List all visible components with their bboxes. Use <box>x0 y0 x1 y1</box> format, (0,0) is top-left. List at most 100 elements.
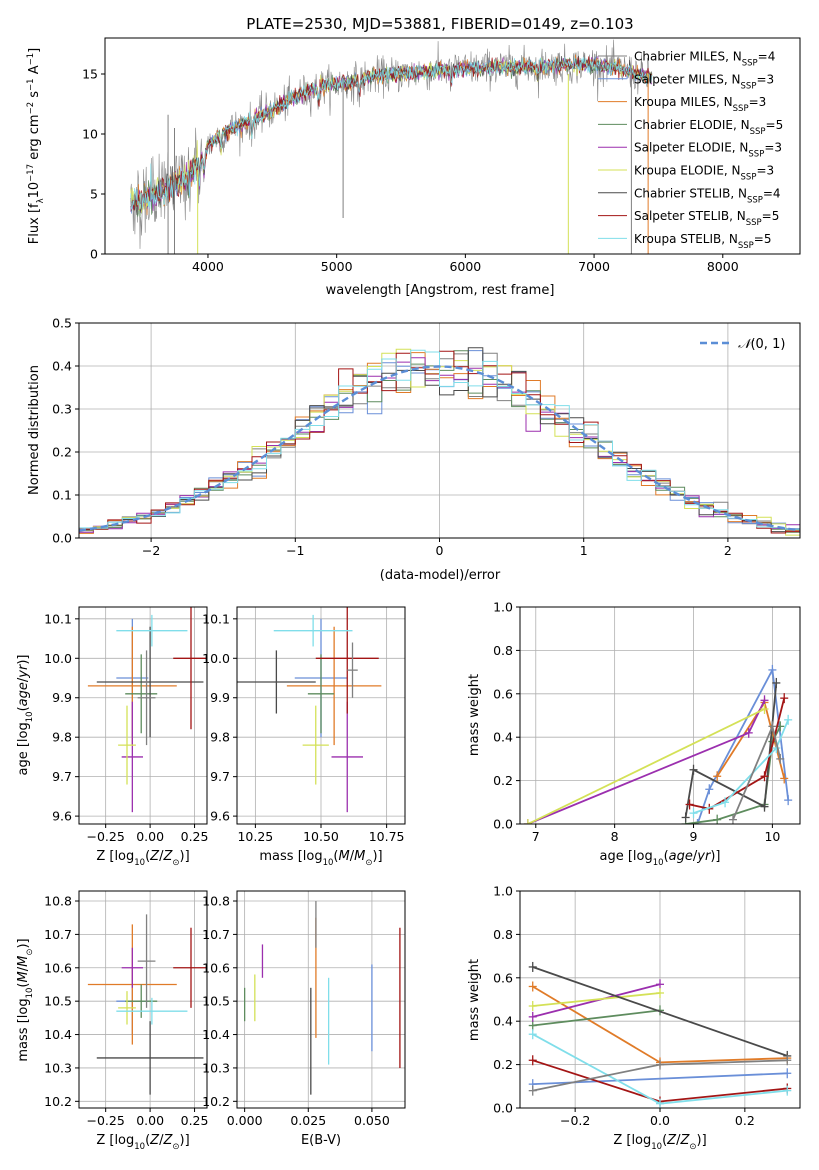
weight-line <box>527 708 765 824</box>
y-tick-label: 10.5 <box>202 994 230 1009</box>
legend-label: Salpeter ELODIE, NSSP=3 <box>634 141 782 160</box>
y-tick-label: 0.2 <box>493 773 513 788</box>
x-axis-label: (data-model)/error <box>380 568 501 583</box>
x-axis-label: Z [log10(Z/Z⊙)] <box>613 1133 706 1152</box>
x-tick-label: −0.25 <box>87 1113 125 1128</box>
y-tick-label: 0.6 <box>493 970 513 985</box>
mass-vs-EBV-plot <box>243 901 401 1095</box>
y-tick-label: 15 <box>82 67 98 82</box>
x-tick-label: 7000 <box>578 259 610 274</box>
x-axis-label: Z [log10(Z/Z⊙)] <box>96 849 189 868</box>
mass-vs-EBV-axes: 0.000 0.025 0.050 10.2 10.3 10.4 10.5 10.6 10.7 1… <box>202 890 406 1148</box>
residuals-plot <box>79 347 800 538</box>
spectrum-line <box>130 56 653 213</box>
legend-label: Kroupa MILES, NSSP=3 <box>634 95 766 114</box>
weight-vs-Z-plot <box>528 961 792 1108</box>
y-tick-label: 0.6 <box>493 686 513 701</box>
weight-line <box>532 992 661 1007</box>
x-tick-label: 5000 <box>321 259 353 274</box>
x-tick-label: 10.25 <box>237 829 273 844</box>
y-tick-label: 10 <box>82 127 98 142</box>
y-tick-label: 10.8 <box>44 894 72 909</box>
x-tick-label: 0 <box>436 543 444 558</box>
y-tick-label: 10.2 <box>202 1094 230 1109</box>
spectrum-line <box>130 56 653 211</box>
x-tick-label: 7 <box>532 829 540 844</box>
y-tick-label: 10.1 <box>44 611 72 626</box>
mass-vs-Z-plot <box>87 914 207 1095</box>
y-tick-label: 10.2 <box>44 1094 72 1109</box>
x-tick-label: 0.25 <box>181 829 209 844</box>
axes-frame <box>78 890 208 1109</box>
y-tick-label: 9.7 <box>210 769 230 784</box>
y-tick-label: 10.5 <box>44 994 72 1009</box>
x-axis-label: E(B-V) <box>301 1133 341 1148</box>
legend-label: Chabrier STELIB, NSSP=4 <box>634 186 781 205</box>
x-axis-label: wavelength [Angstrom, rest frame] <box>326 283 555 298</box>
legend-label: Chabrier ELODIE, NSSP=5 <box>634 118 783 137</box>
weight-line <box>532 966 788 1057</box>
axes-frame <box>78 606 208 825</box>
weight-line <box>532 1009 661 1027</box>
spectrum-axes: 4000 5000 6000 7000 8000 0 5 10 15 wavelength [An… <box>26 37 801 298</box>
legend: Chabrier MILES, NSSP=4 Salpeter MILES, NS… <box>598 50 783 251</box>
y-tick-label: 10.0 <box>202 651 230 666</box>
spectrum-line <box>130 57 653 213</box>
y-tick-label: 10.1 <box>202 611 230 626</box>
y-tick-label: 1.0 <box>493 884 513 899</box>
y-tick-label: 0 <box>90 247 98 262</box>
y-tick-label: 0.8 <box>493 927 513 942</box>
x-tick-label: −1 <box>286 543 304 558</box>
legend-label: Chabrier MILES, NSSP=4 <box>634 50 775 69</box>
x-tick-label: 0.0 <box>650 1113 670 1128</box>
spectrum-line <box>130 57 653 210</box>
y-axis-label: mass weight <box>467 959 482 1041</box>
y-tick-label: 9.8 <box>210 730 230 745</box>
y-tick-label: 9.6 <box>210 809 230 824</box>
spectrum-plot <box>130 39 653 254</box>
y-tick-label: 0.0 <box>493 1101 513 1116</box>
x-axis-label: Z [log10(Z/Z⊙)] <box>96 1133 189 1152</box>
x-tick-label: 10.50 <box>303 829 339 844</box>
y-tick-label: 10.7 <box>44 927 72 942</box>
normal-curve <box>79 365 800 532</box>
mass-vs-Z-axes: −0.25 0.00 0.25 10.2 10.3 10.4 10.5 10.6 10.7 10.… <box>16 890 209 1152</box>
y-tick-label: 10.6 <box>44 960 72 975</box>
x-tick-label: 0.00 <box>136 1113 164 1128</box>
y-tick-label: 10.6 <box>202 960 230 975</box>
y-tick-label: 0.4 <box>493 730 513 745</box>
legend-label: 𝒩(0, 1) <box>738 337 785 352</box>
x-tick-label: 6000 <box>449 259 481 274</box>
x-tick-label: 0.025 <box>290 1113 326 1128</box>
legend-label: Kroupa ELODIE, NSSP=3 <box>634 164 774 183</box>
y-tick-label: 0.5 <box>52 316 72 331</box>
x-tick-label: 0.25 <box>181 1113 209 1128</box>
age-vs-mass-axes: 10.25 10.50 10.75 9.6 9.7 9.8 9.9 10.0 10.1 mass … <box>202 606 406 868</box>
legend-label: Salpeter MILES, NSSP=3 <box>634 72 774 91</box>
y-axis-label: mass [log10(M/M⊙)] <box>16 938 35 1061</box>
y-tick-label: 10.4 <box>202 1027 230 1042</box>
y-tick-label: 0.3 <box>52 402 72 417</box>
axes-frame <box>104 37 801 255</box>
y-tick-label: 0.8 <box>493 643 513 658</box>
y-tick-label: 9.8 <box>52 730 72 745</box>
weight-line <box>527 699 766 824</box>
spectrum-line <box>130 55 653 216</box>
x-axis-label: mass [log10(M/M⊙)] <box>259 849 382 868</box>
y-axis-label: Flux [fλ10−17 erg cm−2 s−1 A−1] <box>26 48 46 244</box>
legend-label: Kroupa STELIB, NSSP=5 <box>634 232 772 251</box>
x-tick-label: 0.050 <box>354 1113 390 1128</box>
x-tick-label: 0.00 <box>136 829 164 844</box>
y-tick-label: 9.7 <box>52 769 72 784</box>
figure-title: PLATE=2530, MJD=53881, FIBERID=0149, z=0… <box>246 15 633 33</box>
spectrum-line <box>130 56 653 214</box>
y-axis-label: age [log10(age/yr)] <box>16 655 35 776</box>
x-tick-label: 10 <box>764 829 780 844</box>
x-tick-label: 8 <box>611 829 619 844</box>
y-tick-label: 9.9 <box>210 690 230 705</box>
x-tick-label: 8000 <box>707 259 739 274</box>
weight-line <box>684 682 778 818</box>
y-axis-label: mass weight <box>467 674 482 756</box>
